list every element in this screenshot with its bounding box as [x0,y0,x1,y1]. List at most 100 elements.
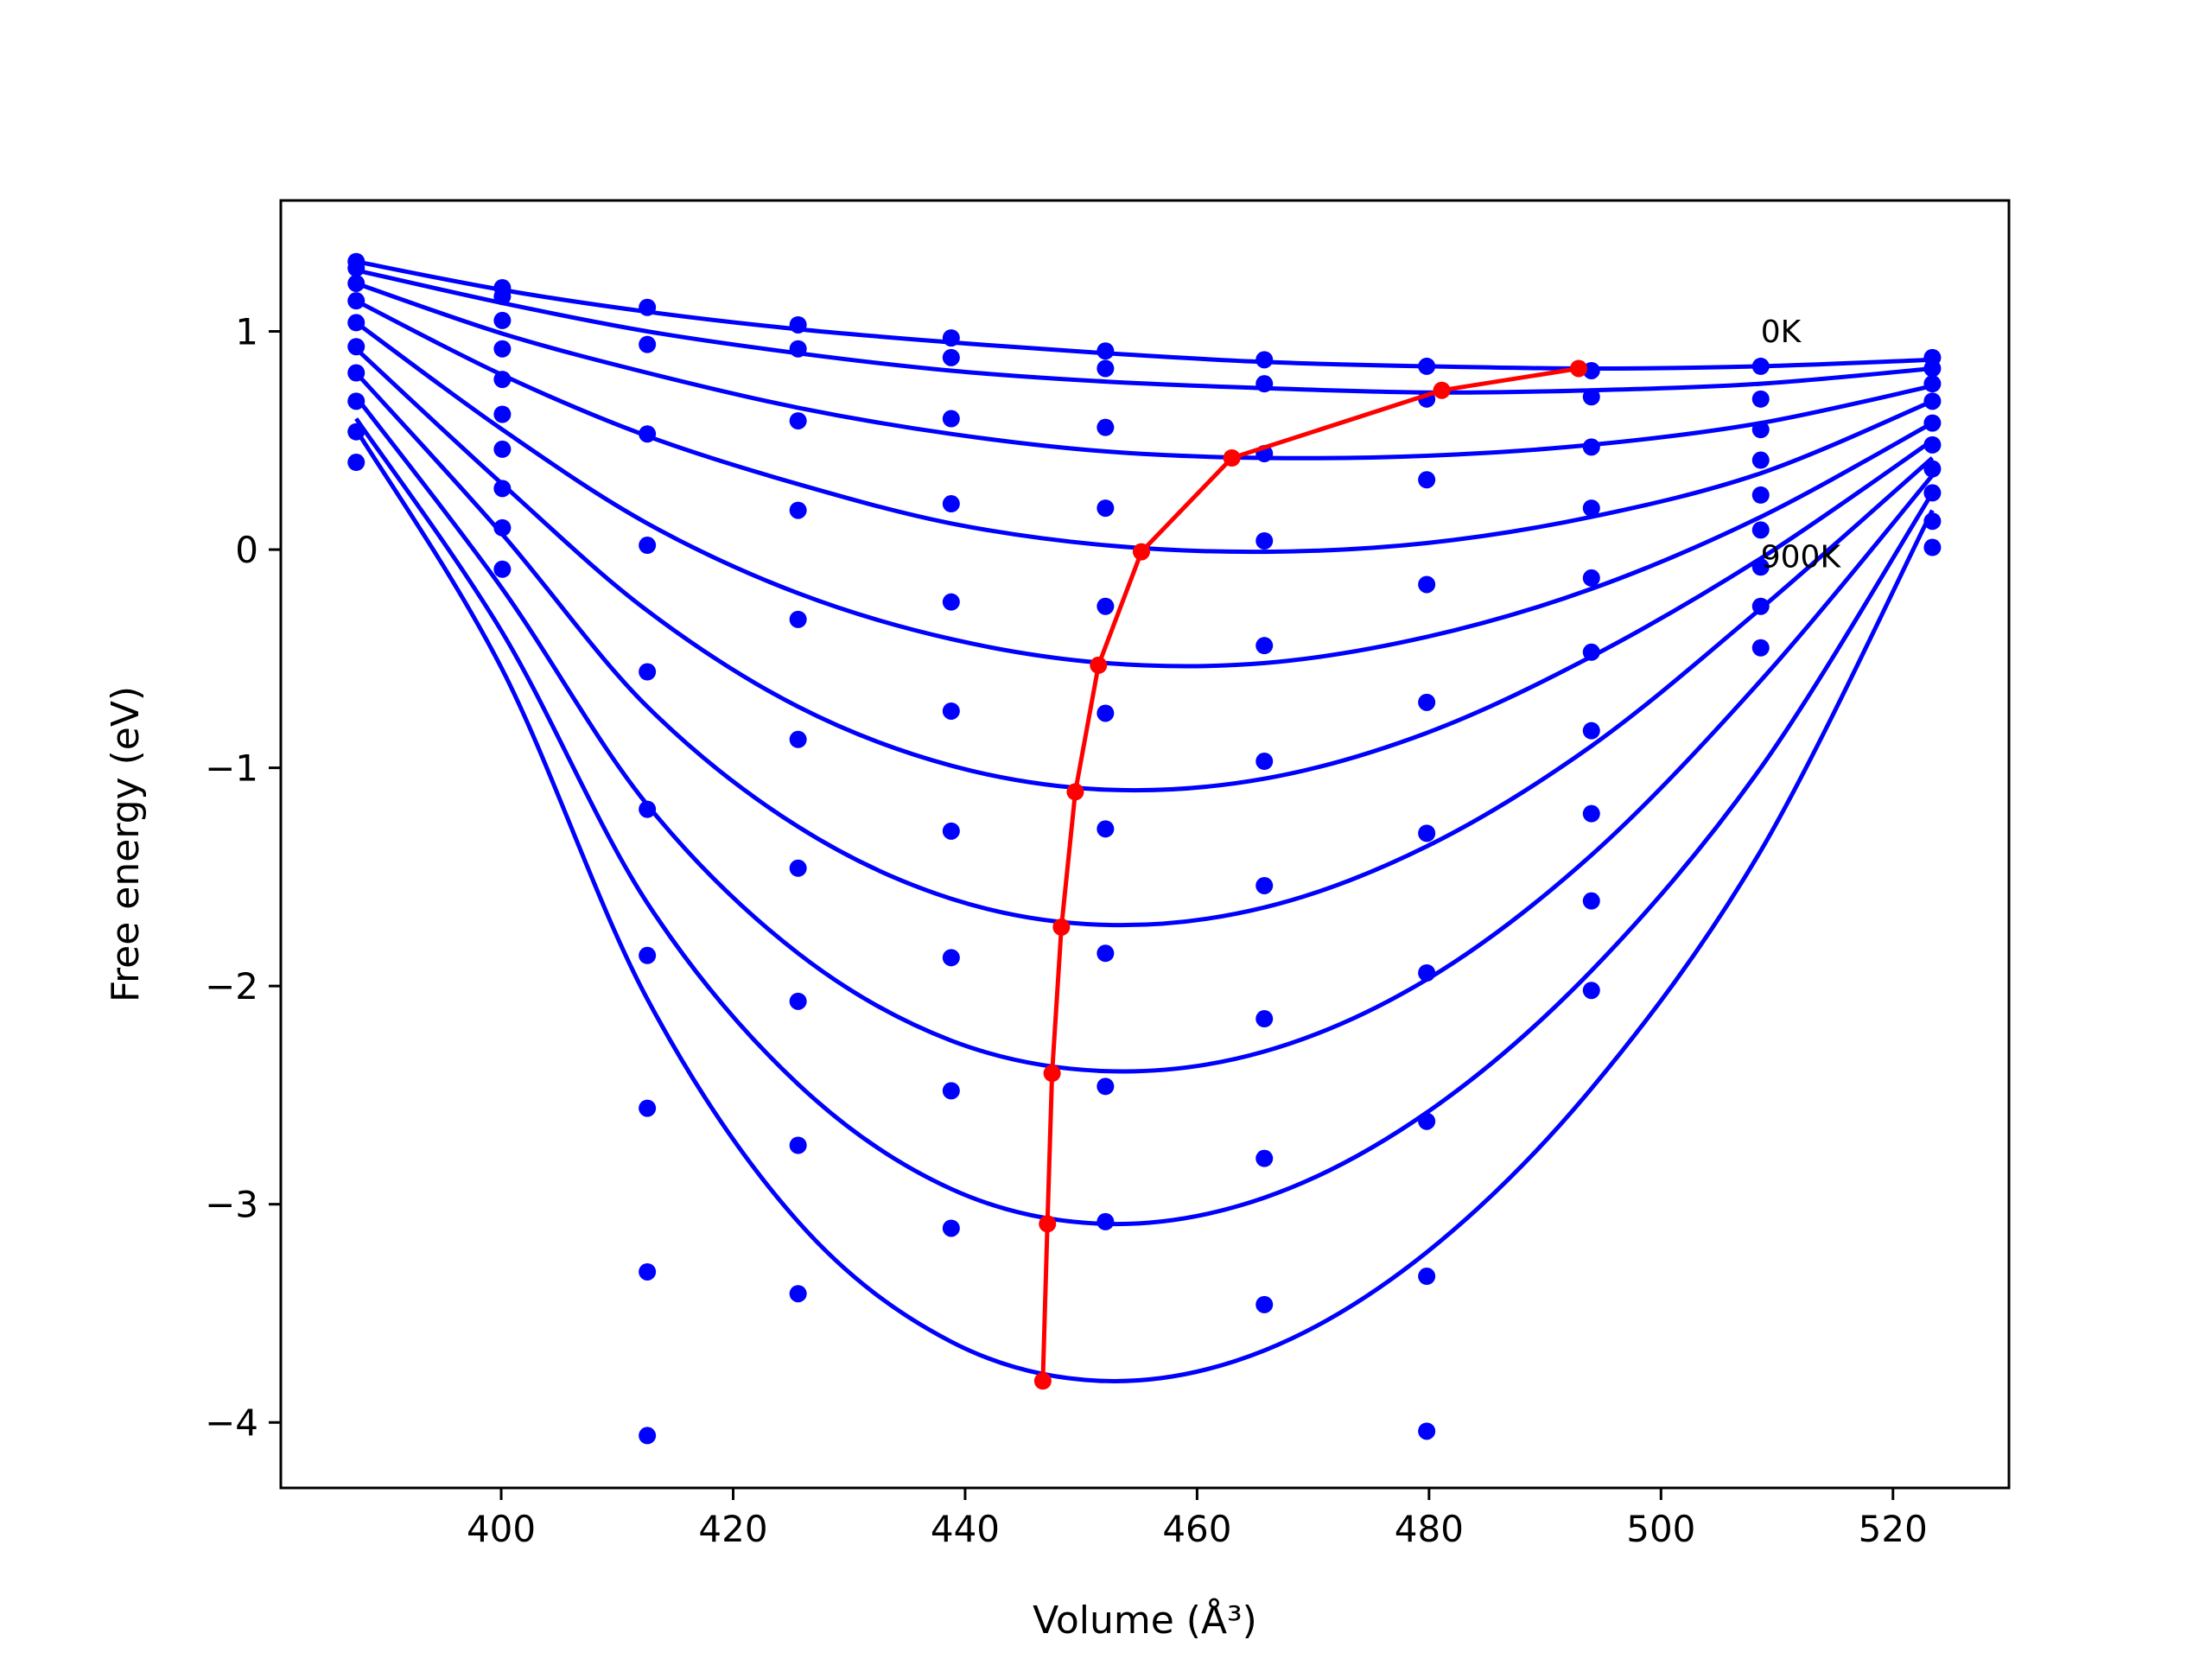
data-point [347,392,365,410]
data-point [942,949,960,967]
data-point [942,593,960,611]
data-point [789,859,807,877]
data-point [1255,1149,1274,1167]
data-point [789,340,807,358]
data-point [493,288,512,306]
data-point [1096,499,1115,518]
x-tick-label: 440 [931,1508,1000,1550]
data-point [347,274,365,292]
data-point [1255,637,1274,655]
data-point [942,702,960,720]
data-point [1751,451,1770,469]
data-point [493,480,512,498]
data-point [1418,1422,1436,1440]
data-point [639,1262,657,1281]
data-point [347,338,365,356]
data-point [493,311,512,329]
data-point [789,1285,807,1303]
data-point [1096,1212,1115,1230]
data-point [347,259,365,277]
data-point [639,298,657,316]
data-point [789,501,807,519]
data-point [493,518,512,537]
data-point [493,405,512,423]
data-point [1418,357,1436,375]
fit-curve-9 [354,428,1935,1383]
data-point [1096,342,1115,360]
fit-curve-7 [354,395,1935,1074]
data-point [1418,575,1436,594]
data-point [1923,359,1942,378]
data-point [1255,753,1274,771]
data-point [1923,392,1942,410]
data-point [1255,375,1274,393]
data-point [1418,964,1436,982]
data-point [1582,499,1600,518]
fit-curve-6 [354,371,1935,928]
data-point [639,946,657,964]
data-point [1751,357,1770,375]
data-point [639,425,657,443]
data-point [789,730,807,748]
data-point [789,1136,807,1154]
data-point [1582,361,1600,379]
data-point [493,371,512,389]
plot-frame [279,199,2011,1490]
data-point [347,314,365,332]
minima-line [1033,359,1588,1390]
data-point [789,610,807,628]
data-point [639,335,657,353]
annotation-label: 900K [1761,539,1842,575]
y-tick-label: 1 [235,311,258,353]
x-axis-label: Volume (Å³) [1033,1597,1257,1643]
y-tick-label: 0 [235,529,258,571]
data-point [1751,521,1770,539]
minimum-point [1039,1215,1057,1233]
data-point [1096,359,1115,378]
data-point [1255,1295,1274,1313]
data-point [639,663,657,681]
data-point [493,440,512,458]
x-axis-ticks: 400 420 440 460 480 500 520 [467,1488,1928,1550]
data-point [1923,375,1942,393]
data-point [639,537,657,555]
fit-curve-2 [355,281,1933,461]
data-point [789,992,807,1010]
annotation-label: 0K [1761,315,1802,350]
minimum-point [1052,918,1071,936]
x-tick-label: 480 [1395,1508,1464,1550]
data-point [942,410,960,428]
y-tick-label: −2 [205,965,258,1007]
fit-curve-1 [355,268,1933,395]
data-point [1582,982,1600,1000]
annotations: 0K 900K [1761,315,1842,575]
data-point [1255,351,1274,369]
data-points [347,252,1942,1445]
x-tick-label: 520 [1859,1508,1928,1550]
data-point [347,364,365,382]
data-point [1582,804,1600,823]
data-point [942,1219,960,1237]
data-point [1751,597,1770,615]
data-point [942,822,960,840]
data-point [1096,820,1115,838]
minimum-point [1033,1372,1052,1390]
data-point [1751,558,1770,576]
data-point [639,800,657,818]
data-point [1923,484,1942,502]
data-point [1255,876,1274,894]
data-point [493,560,512,578]
data-point [1923,538,1942,556]
minimum-point [1570,359,1588,378]
data-point [1923,414,1942,432]
data-point [942,348,960,366]
data-point [942,495,960,513]
data-point [1096,1077,1115,1096]
y-tick-label: −3 [205,1184,258,1226]
x-tick-label: 400 [467,1508,536,1550]
data-point [1096,597,1115,615]
minimum-point [1090,656,1108,674]
data-point [1418,824,1436,842]
data-point [1255,531,1274,550]
data-point [347,454,365,472]
